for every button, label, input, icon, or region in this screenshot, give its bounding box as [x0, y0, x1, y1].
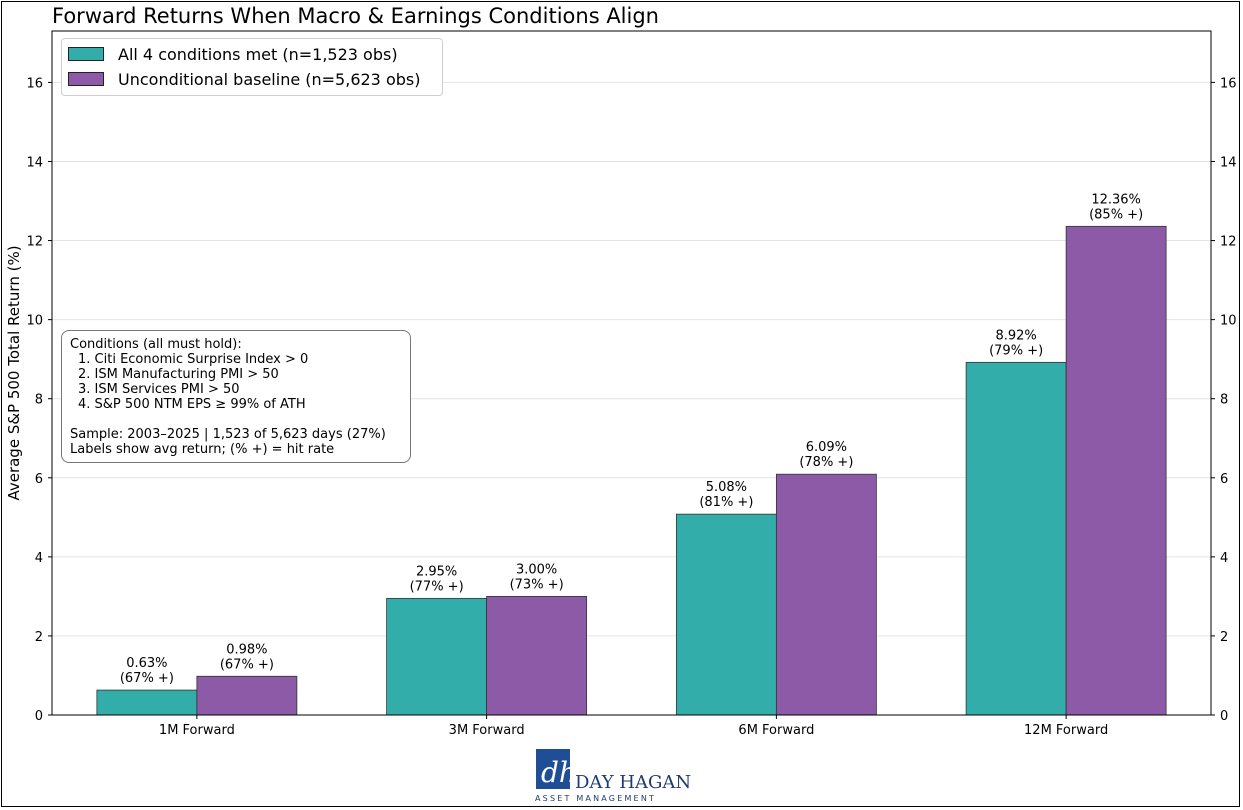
conditions-heading: Conditions (all must hold):	[70, 337, 242, 352]
y-tick-label-right: 8	[1220, 393, 1228, 408]
y-tick-label-right: 4	[1220, 551, 1228, 566]
logo-name: DAY HAGAN	[575, 772, 692, 793]
bar-hit-rate-label: (78% +)	[799, 455, 853, 470]
bar-hit-rate-label: (79% +)	[989, 343, 1043, 358]
y-tick-label-left: 10	[26, 314, 43, 329]
bar	[196, 675, 298, 716]
labels-note: Labels show avg return; (% +) = hit rate	[70, 442, 335, 457]
bar	[775, 473, 877, 716]
bar-hit-rate-label: (85% +)	[1089, 207, 1143, 222]
legend-swatch-purple	[68, 72, 104, 86]
y-tick-label-right: 14	[1220, 155, 1237, 170]
y-tick-label-right: 12	[1220, 235, 1237, 250]
logo-mark-text: dh	[541, 756, 575, 789]
condition-item: 1. Citi Economic Surprise Index > 0	[78, 352, 309, 367]
legend: All 4 conditions met (n=1,523 obs) Uncon…	[61, 38, 443, 96]
bar-value-label: 0.63%	[126, 656, 167, 671]
x-tick-label: 6M Forward	[738, 723, 814, 738]
bar-value-label: 5.08%	[706, 480, 747, 495]
conditions-annotation: Conditions (all must hold): 1. Citi Econ…	[61, 330, 411, 463]
legend-swatch-teal	[68, 47, 104, 61]
bar-value-label: 3.00%	[516, 562, 557, 577]
sample-note: Sample: 2003–2025 | 1,523 of 5,623 days …	[70, 427, 386, 442]
legend-entry-baseline: Unconditional baseline (n=5,623 obs)	[68, 68, 420, 90]
chart-title: Forward Returns When Macro & Earnings Co…	[52, 4, 659, 28]
bar	[965, 361, 1067, 716]
x-tick-label: 1M Forward	[159, 723, 235, 738]
bar	[386, 597, 488, 716]
y-tick-label-right: 0	[1220, 709, 1228, 724]
y-tick-label-right: 6	[1220, 472, 1228, 487]
y-tick-label-right: 10	[1220, 314, 1237, 329]
legend-label: Unconditional baseline (n=5,623 obs)	[118, 69, 421, 89]
condition-item: 4. S&P 500 NTM EPS ≥ 99% of ATH	[78, 397, 306, 412]
bar-value-label: 12.36%	[1091, 192, 1141, 207]
y-tick-label-left: 0	[35, 709, 43, 724]
logo-mark-icon: dh	[536, 749, 575, 789]
bar-value-label: 8.92%	[995, 328, 1036, 343]
y-tick-label-left: 12	[26, 235, 43, 250]
y-axis-label: Average S&P 500 Total Return (%)	[5, 245, 23, 500]
bar-hit-rate-label: (77% +)	[410, 579, 464, 594]
y-tick-label-left: 16	[26, 76, 43, 91]
bar-hit-rate-label: (67% +)	[120, 671, 174, 686]
bar	[486, 595, 588, 716]
plot-area	[51, 30, 1212, 716]
bar	[1065, 225, 1167, 716]
logo-subtitle: ASSET MANAGEMENT	[535, 794, 657, 803]
bar-value-label: 2.95%	[416, 564, 457, 579]
condition-item: 2. ISM Manufacturing PMI > 50	[78, 367, 279, 382]
bar-hit-rate-label: (81% +)	[699, 495, 753, 510]
condition-item: 3. ISM Services PMI > 50	[78, 382, 240, 397]
day-hagan-logo: dh DAY HAGAN ASSET MANAGEMENT	[535, 748, 695, 804]
bar-value-label: 6.09%	[806, 440, 847, 455]
x-tick-label: 3M Forward	[449, 723, 525, 738]
bar-hit-rate-label: (67% +)	[220, 657, 274, 672]
y-tick-label-left: 6	[35, 472, 43, 487]
y-tick-label-left: 2	[35, 630, 43, 645]
y-tick-label-right: 16	[1220, 76, 1237, 91]
y-tick-label-right: 2	[1220, 630, 1228, 645]
bar-value-label: 0.98%	[226, 642, 267, 657]
legend-entry-conditions: All 4 conditions met (n=1,523 obs)	[68, 43, 398, 65]
y-tick-label-left: 8	[35, 393, 43, 408]
legend-label: All 4 conditions met (n=1,523 obs)	[118, 44, 398, 64]
bar	[675, 513, 777, 716]
y-tick-label-left: 4	[35, 551, 43, 566]
bar-hit-rate-label: (73% +)	[510, 577, 564, 592]
bar	[96, 689, 198, 716]
x-tick-label: 12M Forward	[1024, 723, 1108, 738]
y-tick-label-left: 14	[26, 155, 43, 170]
